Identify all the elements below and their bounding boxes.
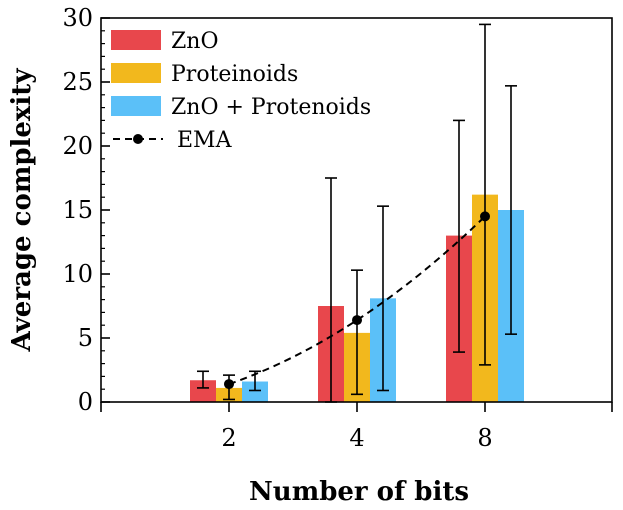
y-tick-label-30: 30 xyxy=(62,4,93,32)
error-bar-proteinoids-8 xyxy=(479,23,491,366)
legend-swatch xyxy=(111,96,161,116)
y-tick-label-20: 20 xyxy=(62,132,93,160)
x-tick-label-4: 4 xyxy=(349,424,364,452)
y-tick-label-15: 15 xyxy=(62,196,93,224)
bar-zno-2 xyxy=(190,380,216,402)
bar-zno-protenoids-2 xyxy=(242,381,268,402)
legend-item-zno: ZnO xyxy=(111,29,219,54)
y-tick-label-25: 25 xyxy=(62,68,93,96)
ema-line xyxy=(224,211,490,390)
legend-label: ZnO xyxy=(171,29,219,54)
legend-item-ema: EMA xyxy=(113,128,233,153)
x-axis-title: Number of bits xyxy=(249,477,469,507)
legend-label: Proteinoids xyxy=(171,62,298,87)
y-tick-label-0: 0 xyxy=(78,388,93,416)
y-axis-title: Average complexity xyxy=(7,68,37,353)
y-tick-label-10: 10 xyxy=(62,260,93,288)
legend-label: ZnO + Protenoids xyxy=(171,95,371,120)
legend-swatch xyxy=(111,63,161,83)
legend-label: EMA xyxy=(177,128,233,153)
error-bar-proteinoids-4 xyxy=(351,269,363,396)
error-bar-zno-8 xyxy=(453,119,465,353)
error-bar-zno-protenoids-8 xyxy=(505,85,517,335)
legend: ZnO Proteinoids ZnO + Protenoids EMA xyxy=(111,29,371,153)
error-bars xyxy=(197,23,517,403)
axes: 0 5 10 15 20 25 30 2 4 8 xyxy=(62,4,613,452)
x-tick-label-2: 2 xyxy=(221,424,236,452)
legend-item-zno-protenoids: ZnO + Protenoids xyxy=(111,95,371,120)
legend-ema-marker xyxy=(133,134,143,144)
ema-point-4 xyxy=(352,315,362,326)
y-tick-label-5: 5 xyxy=(78,324,93,352)
legend-swatch xyxy=(111,30,161,50)
ema-point-2 xyxy=(224,379,234,390)
legend-item-proteinoids: Proteinoids xyxy=(111,62,298,87)
error-bar-zno-protenoids-4 xyxy=(377,205,389,392)
x-tick-label-8: 8 xyxy=(477,424,492,452)
error-bar-zno-2 xyxy=(197,370,209,389)
ema-point-8 xyxy=(480,211,490,222)
